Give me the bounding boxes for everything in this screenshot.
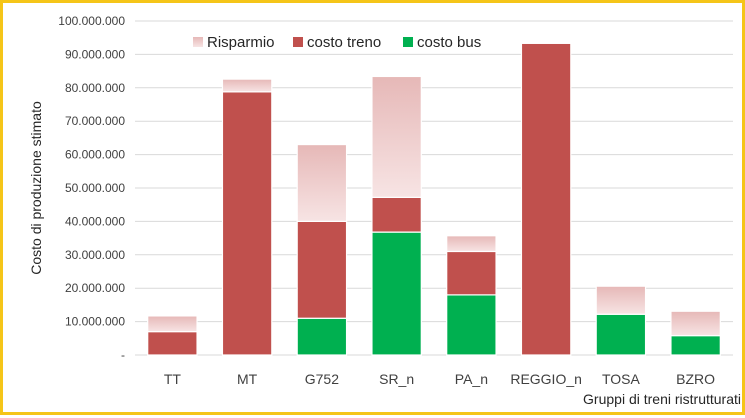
x-tick-label: MT <box>237 371 258 387</box>
bar-costo-bus-g752 <box>296 317 348 356</box>
y-tick-label: 60.000.000 <box>65 148 125 162</box>
bar-risparmio-tosa <box>595 285 647 315</box>
y-tick-label: 90.000.000 <box>65 47 125 61</box>
bar-costo-bus-sr-n <box>371 231 422 356</box>
legend-label-risparmio: Risparmio <box>207 34 275 51</box>
legend-label-costo-treno: costo treno <box>307 34 381 51</box>
bar-risparmio-tt <box>147 315 198 333</box>
y-axis-ticks: - 10.000.000 20.000.000 30.000.000 40.000.00… <box>58 14 125 362</box>
y-tick-label: 30.000.000 <box>65 248 125 262</box>
y-tick-label: 100.000.000 <box>58 14 125 28</box>
x-tick-label: PA_n <box>455 371 488 387</box>
bar-risparmio-pa-n <box>446 235 497 253</box>
bar-costo-treno-tt <box>147 331 198 356</box>
y-tick-label: 20.000.000 <box>65 281 125 295</box>
x-axis-title: Gruppi di treni ristrutturati <box>583 391 741 407</box>
x-tick-label: TT <box>164 371 182 387</box>
bar-costo-bus-pa-n <box>446 294 497 356</box>
x-tick-label: TOSA <box>602 371 641 387</box>
legend-label-costo-bus: costo bus <box>417 34 481 51</box>
y-tick-label: 10.000.000 <box>65 315 125 329</box>
bar-risparmio-sr-n <box>371 75 422 198</box>
x-axis-ticks: TT MT G752 SR_n PA_n REGGIO_n TOSA BZRO <box>164 371 715 387</box>
bars <box>147 42 721 356</box>
bar-costo-treno-sr-n <box>371 196 422 233</box>
bar-costo-treno-reggio-n <box>520 42 572 356</box>
legend-swatch-risparmio <box>193 37 203 47</box>
legend: Risparmio costo treno costo bus <box>193 34 481 51</box>
y-tick-label: 50.000.000 <box>65 181 125 195</box>
x-tick-label: BZRO <box>676 371 715 387</box>
x-tick-label: SR_n <box>379 371 414 387</box>
y-tick-label: 70.000.000 <box>65 114 125 128</box>
bar-costo-treno-mt <box>221 91 273 356</box>
bar-costo-bus-bzro <box>670 335 721 356</box>
bar-costo-bus-tosa <box>595 313 647 356</box>
bar-costo-treno-pa-n <box>446 250 497 296</box>
bar-risparmio-g752 <box>296 143 348 223</box>
bar-costo-treno-g752 <box>296 220 348 319</box>
y-axis-title: Costo di produzione stimato <box>28 101 44 275</box>
y-tick-label: 40.000.000 <box>65 214 125 228</box>
x-tick-label: G752 <box>305 371 339 387</box>
stacked-bar-chart: - 10.000.000 20.000.000 30.000.000 40.000.00… <box>28 14 741 407</box>
bar-risparmio-bzro <box>670 310 721 337</box>
x-tick-label: REGGIO_n <box>510 371 582 387</box>
legend-swatch-costo-treno <box>293 37 303 47</box>
y-tick-label: - <box>121 348 125 362</box>
bar-risparmio-mt <box>221 78 273 93</box>
y-tick-label: 80.000.000 <box>65 81 125 95</box>
legend-swatch-costo-bus <box>403 37 413 47</box>
